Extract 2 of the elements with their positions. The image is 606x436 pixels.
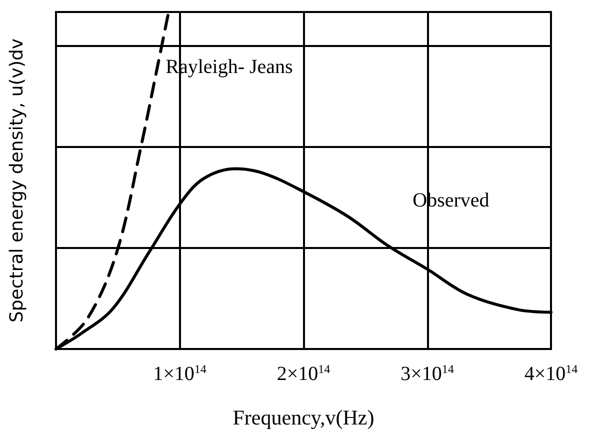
x-axis-title: Frequency,v(Hz) xyxy=(232,406,374,430)
y-axis-title: Spectral energy density, u(v)dv xyxy=(6,38,28,323)
